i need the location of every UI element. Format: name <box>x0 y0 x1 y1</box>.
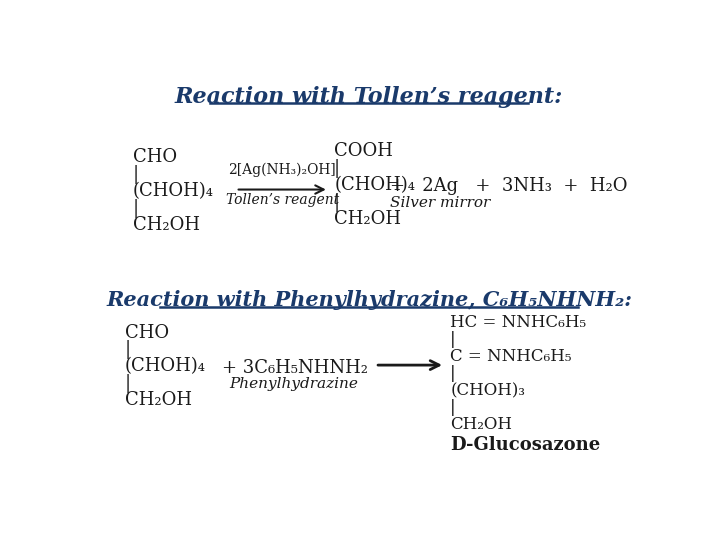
Text: CHO: CHO <box>132 148 176 166</box>
Text: (CHOH)₃: (CHOH)₃ <box>451 382 526 399</box>
Text: CHO: CHO <box>125 323 169 341</box>
Text: |: | <box>451 399 456 416</box>
Text: +   2Ag   +  3NH₃  +  H₂O: + 2Ag + 3NH₃ + H₂O <box>390 177 627 195</box>
Text: CH₂OH: CH₂OH <box>334 210 401 227</box>
Text: |: | <box>334 193 341 212</box>
Text: CH₂OH: CH₂OH <box>125 392 192 409</box>
Text: Reaction with Tollen’s reagent:: Reaction with Tollen’s reagent: <box>175 86 563 109</box>
Text: (CHOH)₄: (CHOH)₄ <box>334 176 415 194</box>
Text: |: | <box>334 159 341 178</box>
Text: CH₂OH: CH₂OH <box>451 416 513 433</box>
Text: |: | <box>451 331 456 348</box>
Text: |: | <box>132 165 139 184</box>
Text: CH₂OH: CH₂OH <box>132 215 199 234</box>
Text: COOH: COOH <box>334 142 393 160</box>
Text: |: | <box>132 199 139 218</box>
Text: Tollen’s reagent: Tollen’s reagent <box>225 193 339 207</box>
Text: D-Glucosazone: D-Glucosazone <box>451 436 600 454</box>
Text: |: | <box>125 374 131 393</box>
Text: Silver mirror: Silver mirror <box>390 195 490 210</box>
Text: + 3C₆H₅NHNH₂: + 3C₆H₅NHNH₂ <box>222 359 368 377</box>
Text: Reaction with Phenylhydrazine, C₆H₅NHNH₂:: Reaction with Phenylhydrazine, C₆H₅NHNH₂… <box>106 289 632 309</box>
Text: C = NNHC₆H₅: C = NNHC₆H₅ <box>451 348 572 365</box>
Text: (CHOH)₄: (CHOH)₄ <box>132 182 214 200</box>
Text: |: | <box>451 365 456 382</box>
Text: 2[Ag(NH₃)₂OH]: 2[Ag(NH₃)₂OH] <box>228 163 336 177</box>
Text: HC = NNHC₆H₅: HC = NNHC₆H₅ <box>451 314 587 331</box>
Text: |: | <box>125 340 131 360</box>
Text: Phenylhydrazine: Phenylhydrazine <box>230 377 359 392</box>
Text: (CHOH)₄: (CHOH)₄ <box>125 357 206 375</box>
